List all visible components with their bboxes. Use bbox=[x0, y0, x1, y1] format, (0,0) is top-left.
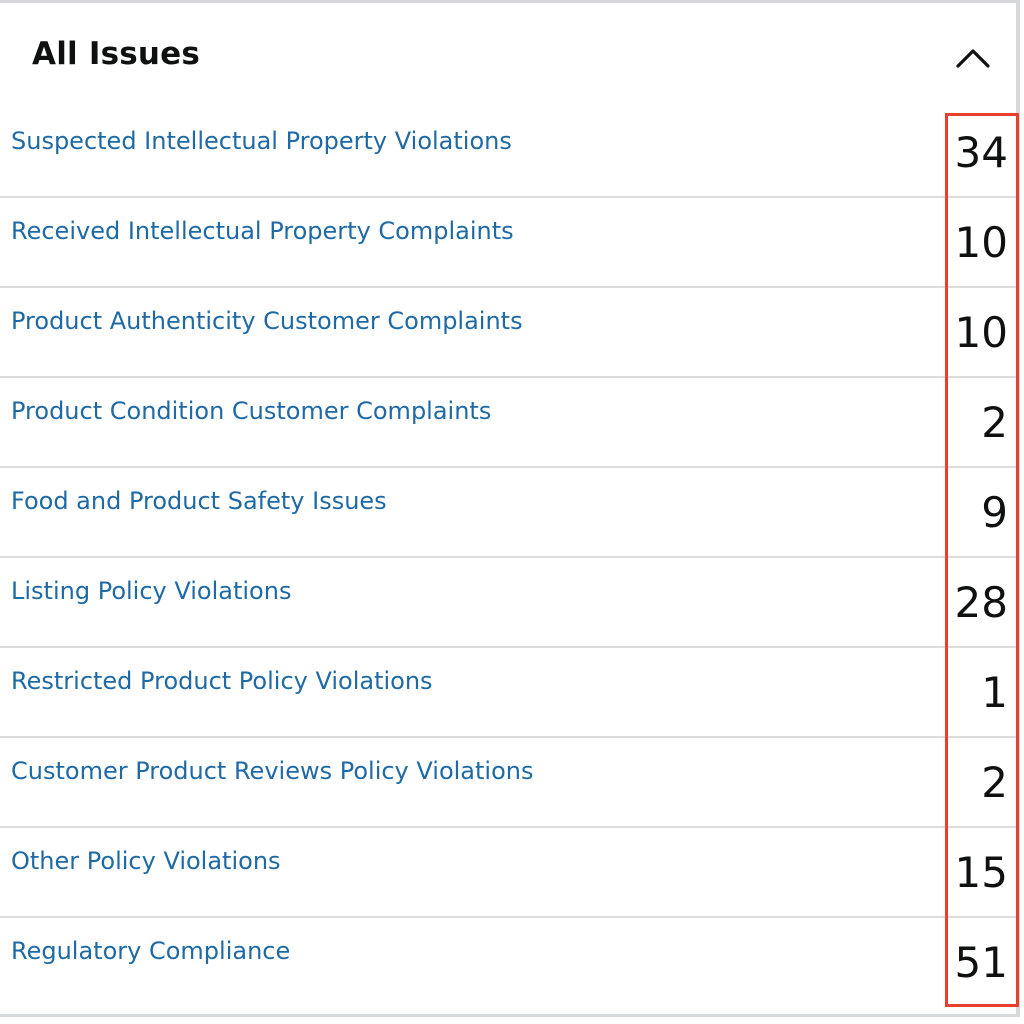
issue-count: 15 bbox=[954, 848, 1008, 897]
list-item: Product Authenticity Customer Complaints… bbox=[0, 288, 1016, 378]
list-item: Suspected Intellectual Property Violatio… bbox=[0, 108, 1016, 198]
issue-link[interactable]: Restricted Product Policy Violations bbox=[11, 667, 433, 695]
issue-link[interactable]: Listing Policy Violations bbox=[11, 577, 292, 605]
panel-header: All Issues bbox=[0, 6, 1016, 106]
issue-count: 51 bbox=[954, 938, 1008, 987]
list-item: Listing Policy Violations 28 bbox=[0, 558, 1016, 648]
issue-count: 10 bbox=[954, 218, 1008, 267]
issue-count: 2 bbox=[981, 758, 1008, 807]
list-item: Other Policy Violations 15 bbox=[0, 828, 1016, 918]
list-item: Received Intellectual Property Complaint… bbox=[0, 198, 1016, 288]
issue-link[interactable]: Regulatory Compliance bbox=[11, 937, 291, 965]
chevron-up-icon bbox=[956, 49, 990, 68]
issue-link[interactable]: Suspected Intellectual Property Violatio… bbox=[11, 127, 512, 155]
issue-link[interactable]: Product Authenticity Customer Complaints bbox=[11, 307, 523, 335]
issue-count: 2 bbox=[981, 398, 1008, 447]
issue-link[interactable]: Other Policy Violations bbox=[11, 847, 281, 875]
list-item: Restricted Product Policy Violations 1 bbox=[0, 648, 1016, 738]
issue-count: 34 bbox=[954, 128, 1008, 177]
issue-link[interactable]: Food and Product Safety Issues bbox=[11, 487, 387, 515]
list-item: Customer Product Reviews Policy Violatio… bbox=[0, 738, 1016, 828]
issue-link[interactable]: Received Intellectual Property Complaint… bbox=[11, 217, 514, 245]
issue-link[interactable]: Customer Product Reviews Policy Violatio… bbox=[11, 757, 534, 785]
issue-count: 1 bbox=[981, 668, 1008, 717]
issue-link[interactable]: Product Condition Customer Complaints bbox=[11, 397, 492, 425]
issue-count: 10 bbox=[954, 308, 1008, 357]
issue-count: 28 bbox=[954, 578, 1008, 627]
list-item: Product Condition Customer Complaints 2 bbox=[0, 378, 1016, 468]
panel-title: All Issues bbox=[32, 36, 201, 72]
collapse-button[interactable] bbox=[951, 36, 995, 80]
list-item: Food and Product Safety Issues 9 bbox=[0, 468, 1016, 558]
list-item: Regulatory Compliance 51 bbox=[0, 918, 1016, 1008]
issues-list: Suspected Intellectual Property Violatio… bbox=[0, 108, 1016, 1008]
issue-count: 9 bbox=[981, 488, 1008, 537]
